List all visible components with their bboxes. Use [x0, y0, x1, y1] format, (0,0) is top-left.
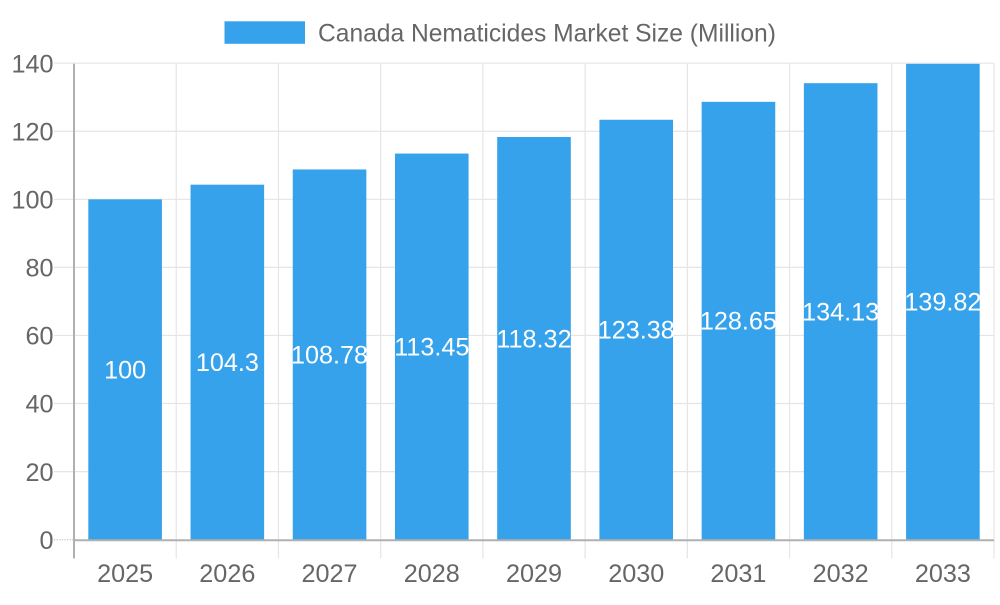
svg-text:139.82: 139.82 — [904, 289, 981, 317]
svg-text:113.45: 113.45 — [394, 334, 469, 362]
svg-text:60: 60 — [25, 323, 53, 351]
svg-text:2029: 2029 — [506, 560, 562, 588]
svg-text:2030: 2030 — [608, 560, 664, 588]
svg-text:2026: 2026 — [199, 560, 255, 588]
svg-text:120: 120 — [11, 118, 53, 146]
svg-text:123.38: 123.38 — [598, 317, 675, 345]
svg-text:2032: 2032 — [813, 560, 869, 588]
svg-text:2027: 2027 — [302, 560, 358, 588]
svg-text:2033: 2033 — [915, 560, 971, 588]
svg-text:40: 40 — [25, 391, 53, 419]
svg-text:104.3: 104.3 — [196, 349, 259, 377]
svg-text:80: 80 — [25, 255, 53, 283]
svg-text:2028: 2028 — [404, 560, 460, 588]
svg-text:Canada Nematicides Market Size: Canada Nematicides Market Size (Million) — [318, 20, 776, 47]
svg-text:128.65: 128.65 — [700, 308, 777, 336]
svg-text:118.32: 118.32 — [496, 325, 571, 353]
svg-text:108.78: 108.78 — [291, 342, 368, 370]
svg-text:140: 140 — [11, 50, 53, 78]
svg-text:2031: 2031 — [710, 560, 766, 588]
svg-text:134.13: 134.13 — [802, 298, 879, 326]
svg-text:100: 100 — [11, 187, 53, 215]
svg-text:100: 100 — [104, 356, 146, 384]
svg-text:2025: 2025 — [97, 560, 153, 588]
svg-text:0: 0 — [39, 527, 53, 555]
svg-text:20: 20 — [25, 459, 53, 487]
